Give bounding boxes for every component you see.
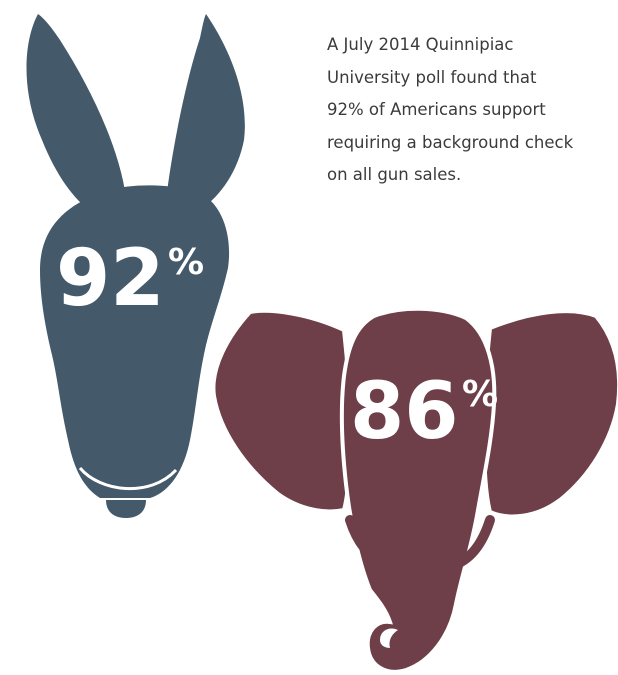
donkey-left-ear <box>26 14 126 212</box>
elephant-right-ear <box>482 309 618 519</box>
donkey-chin <box>106 500 146 518</box>
elephant-left-tusk <box>345 515 395 571</box>
caption-line: requiring a background check <box>327 132 574 152</box>
donkey-percent-value: 92 <box>56 234 165 324</box>
elephant-trunk-curl <box>380 628 398 648</box>
donkey-head-icon: 92 % <box>26 14 245 518</box>
elephant-right-tusk <box>447 515 495 571</box>
caption-line: 92% of Americans support <box>327 100 546 119</box>
donkey-face <box>40 185 230 498</box>
caption-line: A July 2014 Quinnipiac <box>327 35 514 54</box>
elephant-left-ear <box>211 308 352 514</box>
donkey-percent-sign: % <box>168 242 204 283</box>
elephant-head-icon: 86 % <box>211 306 618 674</box>
donkey-muzzle-line <box>78 467 178 491</box>
poll-caption: A July 2014 Quinnipiac University poll f… <box>327 29 618 192</box>
caption-line: on all gun sales. <box>327 165 462 184</box>
elephant-percent-sign: % <box>462 374 498 415</box>
elephant-face <box>339 306 497 674</box>
donkey-right-ear <box>166 14 245 210</box>
elephant-percent-value: 86 <box>350 367 459 457</box>
caption-line: University poll found that <box>327 67 537 87</box>
